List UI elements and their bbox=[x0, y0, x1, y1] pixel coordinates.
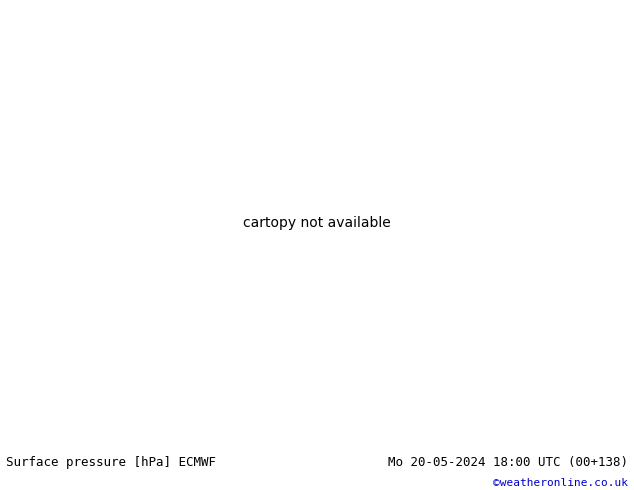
Text: cartopy not available: cartopy not available bbox=[243, 217, 391, 230]
Text: Surface pressure [hPa] ECMWF: Surface pressure [hPa] ECMWF bbox=[6, 456, 216, 469]
Text: ©weatheronline.co.uk: ©weatheronline.co.uk bbox=[493, 478, 628, 488]
Text: Mo 20-05-2024 18:00 UTC (00+138): Mo 20-05-2024 18:00 UTC (00+138) bbox=[387, 456, 628, 469]
